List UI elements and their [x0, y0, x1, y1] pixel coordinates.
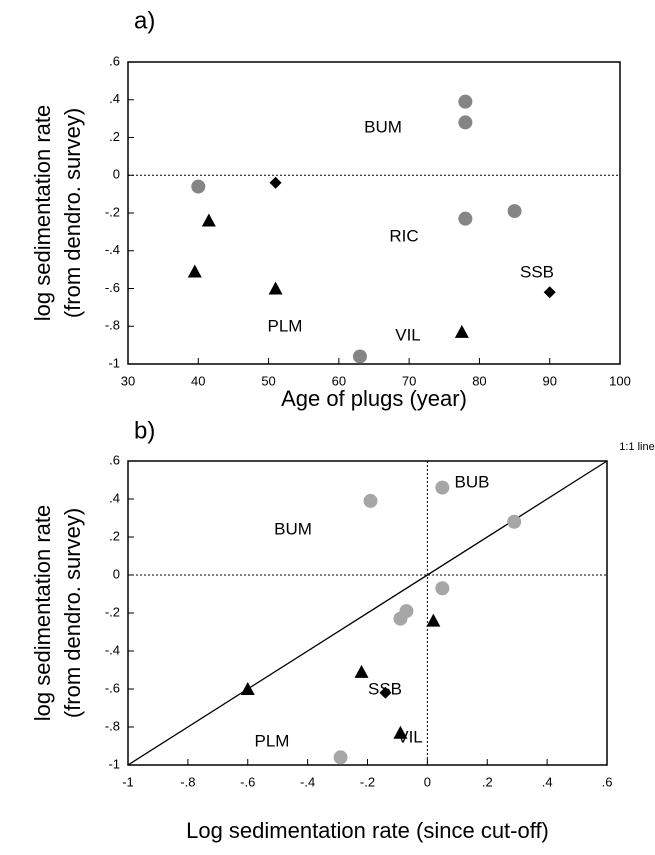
x-tick-label: -.2: [360, 774, 375, 789]
y-tick-label: .6: [109, 452, 120, 467]
y-tick-label: .4: [109, 91, 120, 106]
y-tick-label: 0: [113, 167, 120, 182]
x-tick-label: 80: [472, 373, 486, 388]
x-tick-label: 90: [542, 373, 556, 388]
x-tick-label: 70: [402, 373, 416, 388]
x-tick-label: .2: [482, 774, 493, 789]
y-tick-label: -.8: [105, 318, 120, 333]
y-axis-label: log sedimentation rate: [30, 105, 55, 321]
y-tick-label: -.4: [105, 642, 120, 657]
y-tick-label: -1: [108, 355, 120, 370]
x-tick-label: -1: [122, 774, 134, 789]
point: [393, 611, 408, 626]
point: [507, 204, 522, 219]
x-tick-label: -.4: [300, 774, 315, 789]
point: [191, 179, 206, 194]
annotation: BUB: [455, 472, 490, 491]
x-tick-label: -.8: [180, 774, 195, 789]
point: [333, 750, 348, 765]
point: [187, 264, 202, 278]
point: [354, 664, 369, 678]
annotation: PLM: [268, 316, 303, 335]
x-tick-label: 30: [121, 373, 135, 388]
point: [435, 480, 450, 495]
y-axis-label: (from dendro. survey): [60, 108, 85, 318]
y-axis-label: log sedimentation rate: [30, 505, 55, 721]
x-tick-label: .4: [542, 774, 553, 789]
y-tick-label: -.6: [105, 280, 120, 295]
point: [507, 514, 522, 529]
point: [435, 581, 450, 596]
x-axis-label: Log sedimentation rate (since cut-off): [186, 818, 549, 843]
x-tick-label: 100: [609, 373, 631, 388]
panel-label: a): [134, 7, 155, 34]
x-tick-label: .6: [602, 774, 613, 789]
x-tick-label: 60: [332, 373, 346, 388]
y-tick-label: -.4: [105, 242, 120, 257]
y-tick-label: 0: [113, 566, 120, 581]
point: [363, 493, 378, 508]
point: [268, 281, 283, 295]
annotation: PLM: [255, 731, 290, 750]
point: [269, 176, 282, 189]
y-tick-label: .2: [109, 129, 120, 144]
x-axis-label: Age of plugs (year): [281, 386, 467, 411]
point: [458, 211, 473, 226]
point: [458, 115, 473, 130]
annotation: BUM: [274, 519, 312, 538]
identity-line: [127, 460, 608, 766]
panel-label: b): [134, 417, 155, 444]
y-tick-label: .2: [109, 528, 120, 543]
point: [543, 286, 556, 299]
point: [393, 725, 408, 739]
plot-frame: [127, 61, 621, 365]
y-axis-label: (from dendro. survey): [60, 508, 85, 718]
identity-label: 1:1 line: [619, 441, 654, 453]
x-tick-label: -.6: [240, 774, 255, 789]
x-tick-label: 50: [261, 373, 275, 388]
annotation: BUM: [364, 117, 402, 136]
point: [379, 686, 392, 699]
y-tick-label: -.8: [105, 718, 120, 733]
y-tick-label: -.2: [105, 204, 120, 219]
annotation: VIL: [395, 325, 421, 344]
annotation: RIC: [389, 226, 418, 245]
y-tick-label: -.6: [105, 680, 120, 695]
annotation: SSB: [520, 262, 554, 281]
y-tick-label: .4: [109, 490, 120, 505]
point: [454, 324, 469, 338]
annotation: VIL: [397, 727, 423, 746]
y-tick-label: .6: [109, 53, 120, 68]
point: [458, 94, 473, 109]
point: [426, 613, 441, 627]
x-tick-label: 40: [191, 373, 205, 388]
point: [352, 349, 367, 364]
point: [201, 213, 216, 227]
annotation: SSB: [368, 679, 402, 698]
point: [240, 682, 255, 695]
y-tick-label: -.2: [105, 604, 120, 619]
y-tick-label: -1: [108, 756, 120, 771]
x-tick-label: 0: [424, 774, 431, 789]
